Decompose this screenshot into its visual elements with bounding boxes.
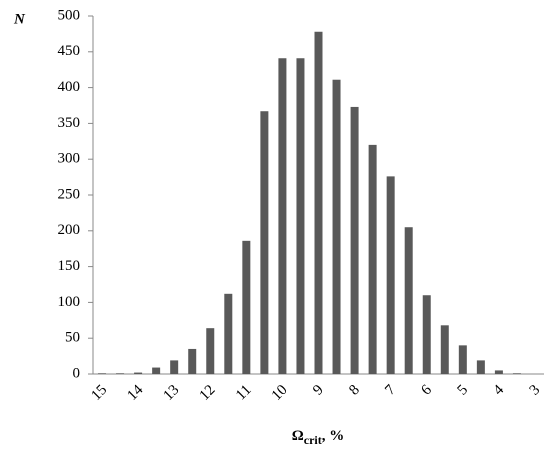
x-tick-label: 9 <box>310 382 327 399</box>
x-tick-label: 7 <box>382 382 399 399</box>
bar <box>152 367 161 374</box>
x-label-symbol: Ω <box>292 428 304 444</box>
bar <box>332 79 341 374</box>
x-tick-label: 10 <box>269 382 291 404</box>
y-tick-label: 250 <box>58 186 81 202</box>
x-tick-label: 8 <box>346 382 363 399</box>
y-tick-label: 350 <box>58 115 81 131</box>
y-tick-label: 450 <box>58 43 81 59</box>
y-tick-label: 150 <box>58 258 81 274</box>
y-tick-label: 200 <box>58 222 81 238</box>
x-tick-label: 14 <box>124 382 146 404</box>
bar <box>494 370 503 374</box>
bar <box>386 176 395 374</box>
x-tick-label: 5 <box>454 382 471 399</box>
bar <box>512 373 521 374</box>
bar <box>476 360 485 374</box>
bar <box>98 373 107 374</box>
bar <box>440 325 449 374</box>
bar <box>188 348 197 374</box>
y-tick-label: 500 <box>58 7 81 23</box>
x-tick-label: 12 <box>197 382 219 404</box>
bar <box>224 293 233 374</box>
bar <box>206 328 215 374</box>
x-tick-label: 6 <box>418 382 435 399</box>
x-tick-label: 4 <box>491 382 508 399</box>
bar <box>242 240 251 374</box>
y-tick-label: 300 <box>58 151 81 167</box>
bar <box>278 58 287 375</box>
bar <box>458 345 467 374</box>
y-tick-label: 100 <box>58 294 81 310</box>
x-label-suffix: , % <box>322 428 345 444</box>
x-axis-label: Ωcrit, % <box>292 428 345 446</box>
bar <box>260 111 269 374</box>
bar <box>296 58 305 375</box>
x-label-subscript: crit <box>304 433 322 447</box>
x-tick-label: 3 <box>527 382 544 399</box>
x-tick-label: 15 <box>88 382 110 404</box>
bar <box>368 144 377 374</box>
bar <box>422 295 431 374</box>
y-tick-label: 400 <box>58 79 81 95</box>
bar <box>350 106 359 374</box>
x-tick-label: 13 <box>161 382 183 404</box>
y-tick-label: 50 <box>65 330 80 346</box>
y-tick-label: 0 <box>73 365 81 381</box>
y-axis-label: N <box>13 11 26 27</box>
bar <box>404 227 413 374</box>
bar <box>170 360 179 374</box>
x-tick-label: 11 <box>233 382 255 404</box>
bar <box>134 372 143 374</box>
bar <box>314 31 323 374</box>
bar <box>116 373 125 374</box>
